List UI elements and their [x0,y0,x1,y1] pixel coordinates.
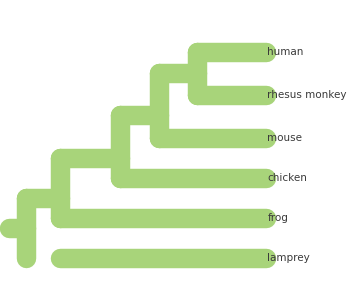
Text: chicken: chicken [267,173,307,183]
Text: human: human [267,47,304,57]
Text: frog: frog [267,213,288,223]
Text: mouse: mouse [267,133,302,143]
Text: rhesus monkey: rhesus monkey [267,90,347,100]
Text: lamprey: lamprey [267,253,310,263]
